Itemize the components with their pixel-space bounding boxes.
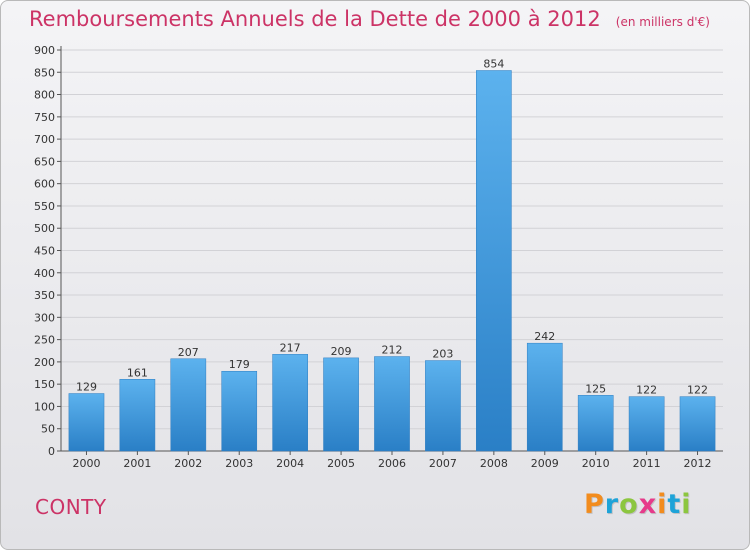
y-tick-label: 50 (41, 423, 55, 436)
y-tick-label: 850 (34, 66, 55, 79)
y-tick-label: 400 (34, 267, 55, 280)
y-tick-label: 350 (34, 289, 55, 302)
x-tick-label: 2000 (72, 457, 100, 470)
x-tick-label: 2001 (123, 457, 151, 470)
value-labels: 129 161 207 179 217 209 212 203 854 242 125 122 122 (76, 57, 708, 396)
y-tick-labels: 0 50 100 150 200 250 300 350 400 450 500 550 600 650 7… (34, 44, 55, 458)
logo-letter: o (619, 489, 639, 520)
bar (425, 360, 461, 452)
bar (221, 370, 258, 452)
value-label: 209 (331, 345, 352, 358)
logo-letter: i (681, 489, 692, 520)
y-tick-label: 650 (34, 155, 55, 168)
city-name: CONTY (35, 495, 107, 519)
x-tick-label: 2012 (684, 457, 712, 470)
bar (679, 396, 716, 452)
y-tick-label: 0 (48, 445, 55, 458)
logo-letter: P (584, 489, 605, 520)
x-tick-label: 2002 (174, 457, 202, 470)
y-tick-label: 250 (34, 334, 55, 347)
value-label: 122 (687, 384, 708, 397)
value-label: 122 (636, 384, 657, 397)
x-tick-label: 2009 (531, 457, 559, 470)
value-label: 203 (432, 348, 453, 361)
x-tick-labels: 2000 2001 2002 2003 2004 2005 2006 2007 2008 2009… (72, 457, 711, 470)
value-label: 854 (483, 57, 504, 70)
value-label: 242 (534, 330, 555, 343)
y-tick-label: 600 (34, 178, 55, 191)
y-tick-label: 100 (34, 400, 55, 413)
logo-letter: r (604, 489, 620, 520)
y-tick-label: 500 (34, 222, 55, 235)
y-tick-label: 700 (34, 133, 55, 146)
x-tick-label: 2006 (378, 457, 406, 470)
bar (628, 396, 665, 452)
bar (476, 70, 512, 452)
value-label: 161 (127, 366, 148, 379)
bar (272, 354, 308, 452)
x-tick-label: 2003 (225, 457, 253, 470)
logo-letter: x (638, 489, 658, 520)
y-tick-label: 800 (34, 89, 55, 102)
x-tick-label: 2004 (276, 457, 304, 470)
logo-letter: i (657, 489, 668, 520)
value-label: 212 (382, 344, 403, 357)
value-label: 207 (178, 346, 199, 359)
bars (68, 70, 716, 452)
value-label: 217 (280, 341, 301, 354)
title-row: Remboursements Annuels de la Dette de 20… (29, 7, 710, 31)
y-tick-label: 750 (34, 111, 55, 124)
chart-title: Remboursements Annuels de la Dette de 20… (29, 7, 601, 31)
y-tick-label: 300 (34, 311, 55, 324)
value-label: 179 (229, 358, 250, 371)
y-tick-label: 200 (34, 356, 55, 369)
y-tick-label: 450 (34, 245, 55, 258)
value-label: 129 (76, 381, 97, 394)
value-label: 125 (585, 382, 606, 395)
bar (374, 356, 410, 452)
y-tick-label: 550 (34, 200, 55, 213)
y-tick-label: 150 (34, 378, 55, 391)
bar (323, 357, 359, 452)
x-tick-label: 2007 (429, 457, 457, 470)
x-tick-label: 2011 (633, 457, 661, 470)
bar (119, 379, 156, 452)
bar (68, 393, 105, 452)
y-tick-label: 900 (34, 44, 55, 57)
bar (577, 395, 614, 452)
x-tick-label: 2008 (480, 457, 508, 470)
proxiti-logo: Proxiti (584, 489, 692, 520)
bar (526, 342, 563, 452)
logo-letter: t (667, 489, 682, 520)
x-tick-label: 2010 (582, 457, 610, 470)
bar (170, 358, 207, 452)
x-tick-label: 2005 (327, 457, 355, 470)
chart-subtitle: (en milliers d'€) (615, 15, 710, 29)
